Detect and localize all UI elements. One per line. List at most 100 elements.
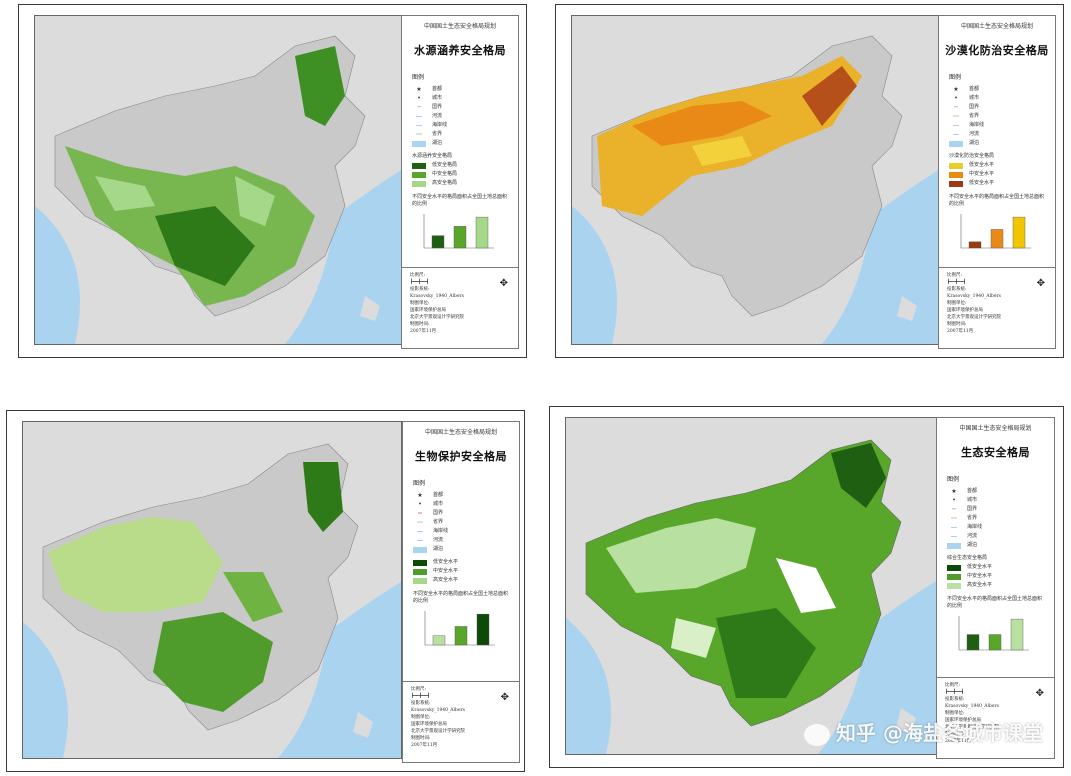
map-title: 生物保护安全格局 xyxy=(415,450,507,463)
province-line-icon: ⋯ xyxy=(416,131,422,138)
footer-line: 北京大学景观设计学研究院 xyxy=(411,729,465,734)
north-arrow-icon: ✥ xyxy=(499,278,508,289)
zhihu-logo-icon xyxy=(804,723,831,746)
footer-line: Krasovsky_1940_Albers xyxy=(411,708,465,713)
level-swatch xyxy=(949,162,963,169)
level-item: 低安全水平 xyxy=(949,161,1055,170)
level-swatch xyxy=(947,573,961,580)
lake-swatch xyxy=(949,140,963,147)
map-footer: ✥ 比例尺: ┣━━╋━━┫ 投影系统: Krasovsky_1940_Albe… xyxy=(403,681,519,762)
border-line-icon: ┄ xyxy=(954,104,958,111)
footer-line: Krasovsky_1940_Albers xyxy=(410,294,464,299)
footer-line: 制图时间: xyxy=(947,322,967,327)
map-subtitle: 中国国土生态安全格局规划 xyxy=(959,425,1032,432)
level-item: 高安全水平 xyxy=(413,576,519,585)
legend-item: ⋯ 省界 xyxy=(412,130,518,139)
map-footer: ✥ 比例尺: ┣━━╋━━┫ 投影系统: Krasovsky_1940_Albe… xyxy=(939,267,1055,348)
map-subtitle: 中国国土生态安全格局规划 xyxy=(960,23,1033,30)
map-title: 水源涵养安全格局 xyxy=(414,44,506,57)
level-swatch xyxy=(947,582,961,589)
province-line-icon: ⋯ xyxy=(951,515,957,522)
legend-sidebar: 中国国土生态安全格局规划 生物保护安全格局 图例 ★ 首都 • 城市 ┅ 国界 ⋯ 省界… xyxy=(402,421,520,763)
level-swatch xyxy=(413,568,427,575)
legend-header: 图例 xyxy=(412,74,425,81)
legend-item: ┄ 国界 xyxy=(949,103,1055,112)
map-panel-water: 中国国土生态安全格局规划 水源涵养安全格局 图例 ★ 首都 • 城市 ┄ 国界 ― 河流… xyxy=(18,4,527,358)
river-line-icon: ― xyxy=(951,533,957,540)
level-header: 沙漠化防治安全格局 xyxy=(949,153,995,159)
legend-item: • 城市 xyxy=(413,500,519,509)
mini-bar-chart xyxy=(958,616,1029,651)
legend-item: ★ 首都 xyxy=(412,85,518,94)
level-swatch xyxy=(949,180,963,187)
coast-line-icon: ― xyxy=(417,528,423,535)
level-swatch xyxy=(412,180,426,187)
level-swatch xyxy=(413,559,427,566)
dot-icon: • xyxy=(417,95,421,102)
china-map xyxy=(566,418,941,754)
chart-bar xyxy=(475,216,489,249)
legend-item: • 城市 xyxy=(947,496,1054,505)
legend-item: • 城市 xyxy=(412,94,518,103)
legend-sidebar: 中国国土生态安全格局规划 水源涵养安全格局 图例 ★ 首都 • 城市 ┄ 国界 ― 河流… xyxy=(401,15,519,349)
china-map xyxy=(35,16,408,344)
legend-item: 湖泊 xyxy=(947,541,1054,550)
mini-bar-chart xyxy=(960,214,1031,249)
map-area xyxy=(22,421,402,759)
footer-line: 2007年11月 xyxy=(411,743,438,748)
level-item: 高安全水平 xyxy=(947,581,1054,590)
river-line-icon: ― xyxy=(417,537,423,544)
chart-bar xyxy=(966,634,980,651)
footer-line: 2007年11月 xyxy=(410,329,437,334)
legend-item: ★ 首都 xyxy=(947,487,1054,496)
footer-line: 国家环境保护总局 xyxy=(947,308,983,313)
river-line-icon: ― xyxy=(416,113,422,120)
lake-swatch xyxy=(412,140,426,147)
level-item: 中安全格局 xyxy=(412,170,518,179)
footer-line: Krasovsky_1940_Albers xyxy=(945,704,999,709)
level-item: 低安全格局 xyxy=(412,161,518,170)
level-swatch xyxy=(413,577,427,584)
level-header: 综合生态安全格局 xyxy=(947,555,988,561)
legend-item: ― 海岸线 xyxy=(949,121,1055,130)
footer-line: 制图时间: xyxy=(945,732,965,737)
star-icon: ★ xyxy=(953,86,959,93)
chart-bar xyxy=(968,241,982,249)
footer-line: 投影系统: xyxy=(945,697,965,702)
footer-line: 国家环境保护总局 xyxy=(410,308,446,313)
chart-title: 不同安全水平的格局面积占全国土地总面积的比例 xyxy=(949,194,1045,207)
footer-line: 北京大学景观设计学研究院 xyxy=(410,315,464,320)
footer-line: 2007年11月 xyxy=(947,329,974,334)
footer-line: 比例尺: xyxy=(410,273,426,278)
level-item: 中安全水平 xyxy=(947,572,1054,581)
lake-swatch xyxy=(947,542,961,549)
footer-line: 投影系统: xyxy=(411,701,431,706)
legend-item: ― 海岸线 xyxy=(947,523,1054,532)
north-arrow-icon: ✥ xyxy=(500,692,509,703)
legend-header: 图例 xyxy=(949,74,962,81)
footer-line: 制图单位: xyxy=(410,301,430,306)
map-subtitle: 中国国土生态安全格局规划 xyxy=(424,429,497,436)
province-line-icon: ⋯ xyxy=(417,519,423,526)
footer-line: 2007年11月 xyxy=(945,739,972,744)
scale-bar-icon: ┣━━╋━━┫ xyxy=(410,280,429,285)
chart-axis xyxy=(960,214,1031,249)
map-title: 沙漠化防治安全格局 xyxy=(945,44,1049,57)
legend-sidebar: 中国国土生态安全格局规划 生态安全格局 图例 ★ 首都 • 城市 ┄ 国界 ⋯ 省界 ―… xyxy=(936,417,1055,759)
level-item: 中安全水平 xyxy=(413,567,519,576)
map-footer: ✥ 比例尺: ┣━━╋━━┫ 投影系统: Krasovsky_1940_Albe… xyxy=(937,677,1054,758)
chart-bar xyxy=(454,626,468,646)
legend-item: ― 河流 xyxy=(412,112,518,121)
level-swatch xyxy=(412,171,426,178)
map-area xyxy=(565,417,942,755)
legend-item: ┅ 国界 xyxy=(413,509,519,518)
map-panel-ecological: 中国国土生态安全格局规划 生态安全格局 图例 ★ 首都 • 城市 ┄ 国界 ⋯ 省界 ―… xyxy=(549,406,1064,768)
legend-item: ⋯ 省界 xyxy=(413,518,519,527)
footer-line: 投影系统: xyxy=(410,287,430,292)
chart-title: 不同安全水平的格局面积占全国土地总面积的比例 xyxy=(413,591,509,604)
footer-line: 比例尺: xyxy=(945,683,961,688)
legend-item: ┄ 国界 xyxy=(947,505,1054,514)
level-item: 低安全水平 xyxy=(949,179,1055,188)
map-footer: ✥ 比例尺: ┣━━╋━━┫ 投影系统: Krasovsky_1940_Albe… xyxy=(402,267,518,348)
legend-item: 湖泊 xyxy=(413,545,519,554)
